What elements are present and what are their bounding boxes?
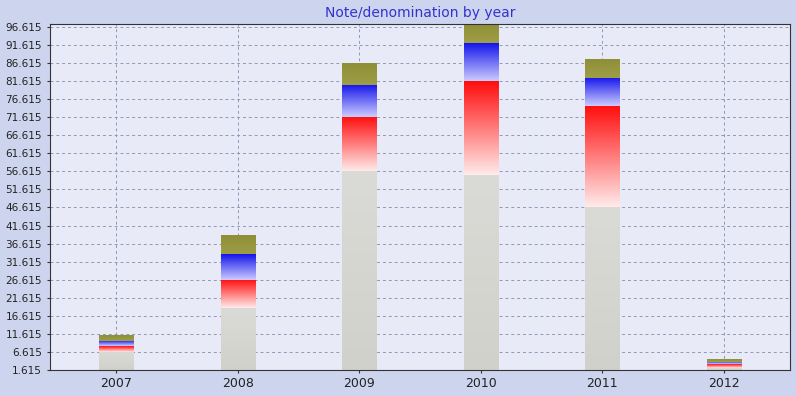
Title: Note/denomination by year: Note/denomination by year	[325, 6, 515, 19]
